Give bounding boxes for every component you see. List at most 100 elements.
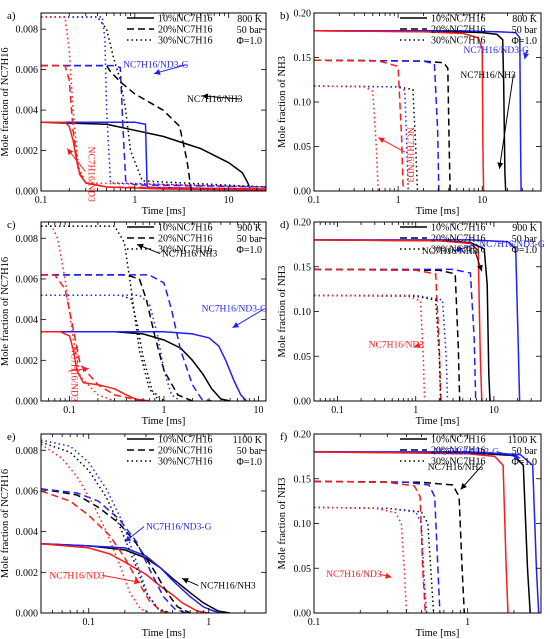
series-line [41,488,191,613]
arrowhead-icon [82,366,89,373]
panel-label: b) [280,10,290,22]
panel-label: c) [7,219,16,231]
annotation-label: NC7H16/ND3-G [146,523,212,533]
y-tick-label: 0.002 [16,568,39,579]
legend-label: 10%NC7H16 [431,223,485,234]
series-line [314,480,466,613]
x-tick-label: 1 [396,195,401,206]
annotation-arrow [498,74,514,169]
y-tick-label: 0.10 [294,98,312,109]
annotation-arrow [232,308,266,329]
y-tick-label: 0.00 [294,397,312,408]
series-line [41,64,266,188]
plot-frame [313,12,542,192]
legend-label: 10%NC7H16 [431,435,485,446]
series-line [41,16,266,188]
y-tick-label: 0.05 [294,352,312,363]
annotation-label: NC7H16/ND3 [68,346,78,402]
x-tick-label: 0.1 [35,195,48,206]
y-tick-label: 0.000 [16,397,39,408]
condition-label: 50 bar [237,234,263,245]
x-tick-label: 1 [465,617,470,628]
legend-label: 20%NC7H16 [158,234,212,245]
panel-d: 0.1 1 10 0.00 0.05 0.10 0.15 0.20 Time [ms] Mole … [277,218,545,428]
legend-label: 20%NC7H16 [431,25,485,36]
y-tick-label: 0.008 [16,234,39,245]
series-line [41,16,266,188]
y-tick-label: 0.00 [294,187,312,198]
x-tick-label: 1 [413,405,418,416]
x-tick-label: 10 [477,195,487,206]
x-tick-label: 0.1 [331,405,344,416]
legend-label: 30%NC7H16 [158,245,212,256]
y-axis-label: Mole fraction of NC7H16 [0,469,11,578]
y-axis-label: Mole fraction of NH3 [277,56,288,148]
legend-label: 10%NC7H16 [431,14,485,25]
series-line [41,64,266,190]
condition-label: Φ=1.0 [512,457,537,468]
panel-c: 0.1 1 10 0.000 0.002 0.004 0.006 0.008 Time [ms]… [0,219,267,427]
legend-label: 30%NC7H16 [158,36,212,47]
x-tick-label: 10 [489,405,499,416]
series-line [41,64,193,191]
x-tick-label: 1 [206,617,211,628]
condition-label: 900 K [512,223,538,234]
series-line [314,59,451,191]
series-line [41,274,193,401]
series-line [41,488,187,613]
x-axis-label: Time [ms] [142,628,186,639]
condition-label: 50 bar [512,446,538,457]
y-axis-label: Mole fraction of NH3 [277,266,288,358]
series-line [41,294,182,401]
series-line [41,121,266,191]
legend-label: 10%NC7H16 [158,435,212,446]
series-line [314,268,477,401]
annotation-label: NC7H16/NH3 [428,463,484,473]
series-line [41,225,161,401]
annotation-label: NC7H16/ND3-G [202,305,268,315]
arrowhead-icon [67,148,74,156]
condition-label: Φ=1.0 [237,457,262,468]
arrowhead-icon [134,578,141,585]
arrowhead-icon [413,342,421,348]
panel-b: 0.1 1 10 0.00 0.05 0.10 0.15 0.20 Time [ms] Mole … [277,9,542,217]
plot-area [314,451,540,613]
x-tick-label: 0.1 [308,195,321,206]
series-line [41,294,165,401]
x-axis-label: Time [ms] [142,206,186,217]
plot-area [41,225,248,401]
plot-area [314,239,521,401]
series-line [41,274,212,401]
series-line [314,480,427,613]
condition-label: 1100 K [233,435,263,446]
legend-label: 30%NC7H16 [431,36,485,47]
series-line [314,480,441,613]
series-line [314,30,522,191]
y-tick-label: 0.15 [294,474,312,485]
y-tick-label: 0.002 [16,356,39,367]
panel-label: e) [7,431,16,443]
series-line [314,30,485,191]
y-tick-label: 0.20 [294,218,312,229]
panel-label: a) [7,10,16,22]
x-tick-label: 10 [254,405,264,416]
series-line [314,30,507,191]
annotation-label: NC7H16/ND3-G [479,240,545,250]
arrowhead-icon [153,69,161,75]
condition-label: 50 bar [512,234,538,245]
x-tick-label: 1 [161,405,166,416]
plot-area [41,16,266,191]
series-line [314,239,521,401]
series-line [41,439,169,613]
y-tick-label: 0.05 [294,142,312,153]
x-axis-label: Time [ms] [416,416,460,427]
x-axis-label: Time [ms] [416,628,460,639]
series-line [41,331,248,401]
plot-frame [40,12,267,192]
panel-a: 0.1 1 10 0.000 0.002 0.004 0.006 0.008 Time [ms]… [0,10,267,217]
condition-label: 800 K [237,14,263,25]
y-tick-label: 0.15 [294,262,312,273]
